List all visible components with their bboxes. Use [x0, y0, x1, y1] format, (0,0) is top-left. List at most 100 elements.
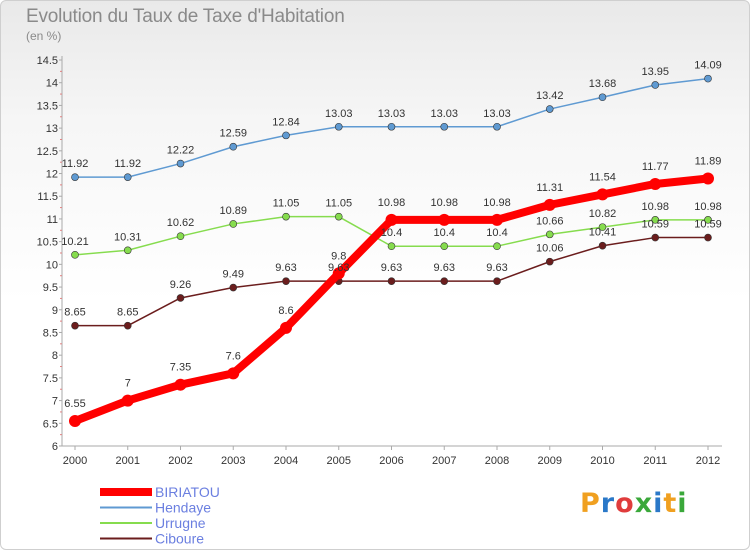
- data-point-ciboure: [598, 241, 607, 250]
- data-label-ciboure: 10.59: [641, 219, 669, 231]
- data-point-urrugne: [123, 246, 132, 255]
- data-label-urrugne: 10.98: [641, 201, 669, 213]
- data-label-biriatou: 6.55: [64, 398, 85, 410]
- y-tick-label: 12.5: [37, 146, 58, 158]
- logo-letter: r: [600, 488, 616, 519]
- data-label-biriatou: 10.98: [430, 197, 458, 209]
- data-label-urrugne: 11.05: [325, 198, 352, 210]
- data-label-ciboure: 9.63: [275, 262, 296, 274]
- y-tick-label: 12: [46, 169, 58, 181]
- data-label-urrugne: 10.4: [434, 227, 455, 239]
- data-label-ciboure: 10.41: [589, 227, 617, 239]
- chart-title: Evolution du Taux de Taxe d'Habitation: [26, 6, 345, 27]
- series-lines: [69, 74, 714, 428]
- data-point-hendaye: [387, 122, 396, 131]
- data-label-hendaye: 11.92: [62, 158, 89, 170]
- x-tick-label: 2002: [168, 455, 192, 467]
- data-point-biriatou: [702, 172, 714, 185]
- data-point-hendaye: [440, 122, 449, 131]
- data-point-biriatou: [69, 415, 81, 428]
- data-label-urrugne: 10.21: [61, 236, 89, 248]
- logo-letter: i: [653, 488, 664, 519]
- data-label-biriatou: 11.54: [589, 171, 616, 183]
- data-point-hendaye: [493, 122, 501, 131]
- data-label-hendaye: 13.03: [483, 108, 511, 120]
- data-label-ciboure: 10.06: [536, 243, 564, 255]
- data-label-ciboure: 8.65: [117, 307, 138, 319]
- data-label-urrugne: 10.82: [589, 208, 617, 220]
- data-point-ciboure: [282, 277, 290, 285]
- data-point-biriatou: [385, 213, 398, 226]
- chart-subtitle: (en %): [26, 29, 62, 43]
- data-label-ciboure: 9.26: [170, 279, 191, 291]
- data-label-biriatou: 9.8: [331, 250, 346, 262]
- data-point-ciboure: [704, 233, 712, 242]
- x-tick-label: 2001: [116, 455, 140, 467]
- y-tick-label: 10: [46, 259, 58, 271]
- data-point-hendaye: [176, 159, 185, 168]
- data-label-biriatou: 11.77: [642, 161, 669, 173]
- logo-letter: x: [634, 488, 654, 519]
- y-tick-label: 10.5: [37, 237, 58, 249]
- data-point-urrugne: [651, 216, 660, 224]
- y-tick-label: 6: [52, 441, 58, 453]
- data-label-hendaye: 11.92: [114, 158, 141, 170]
- y-tick-label: 13: [46, 123, 58, 135]
- data-point-biriatou: [491, 213, 503, 226]
- data-label-hendaye: 13.03: [430, 108, 458, 120]
- data-point-ciboure: [493, 277, 501, 285]
- data-label-biriatou: 11.89: [695, 156, 722, 168]
- data-label-hendaye: 12.84: [272, 116, 300, 128]
- x-tick-label: 2012: [696, 455, 720, 467]
- data-label-ciboure: 9.63: [328, 262, 349, 274]
- data-point-urrugne: [493, 242, 501, 250]
- data-point-ciboure: [387, 277, 396, 285]
- legend-label-ciboure: Ciboure: [155, 531, 204, 547]
- x-tick-label: 2000: [63, 455, 87, 467]
- data-label-urrugne: 10.89: [219, 205, 247, 217]
- data-label-biriatou: 10.98: [378, 197, 406, 209]
- data-point-ciboure: [71, 321, 79, 330]
- data-point-hendaye: [598, 93, 607, 102]
- data-point-hendaye: [651, 81, 660, 89]
- legend-label-biriatou: BIRIATOU: [155, 484, 220, 500]
- data-point-biriatou: [596, 188, 609, 201]
- data-point-biriatou: [121, 394, 134, 407]
- data-label-urrugne: 10.31: [114, 231, 142, 243]
- x-tick-label: 2011: [643, 455, 667, 467]
- data-label-hendaye: 13.03: [325, 108, 353, 120]
- logo-letter: t: [663, 488, 678, 519]
- x-tick-label: 2005: [327, 455, 351, 467]
- data-point-urrugne: [71, 251, 79, 259]
- data-label-urrugne: 10.62: [167, 217, 195, 229]
- data-label-hendaye: 13.95: [641, 66, 669, 78]
- y-tick-label: 7.5: [43, 373, 58, 385]
- data-point-ciboure: [229, 283, 238, 292]
- data-point-ciboure: [440, 277, 449, 285]
- data-point-hendaye: [123, 173, 132, 181]
- data-point-hendaye: [334, 122, 343, 131]
- data-point-hendaye: [229, 142, 238, 151]
- x-tick-label: 2009: [538, 455, 562, 467]
- data-label-hendaye: 14.09: [694, 60, 722, 72]
- data-label-biriatou: 7: [125, 378, 131, 390]
- x-tick-label: 2006: [379, 455, 403, 467]
- y-tick-label: 9.5: [43, 282, 58, 294]
- proxiti-logo: Proxiti: [580, 488, 688, 519]
- data-label-urrugne: 11.05: [273, 198, 300, 210]
- data-label-biriatou: 8.6: [278, 305, 293, 317]
- data-label-hendaye: 12.22: [167, 145, 195, 157]
- data-point-hendaye: [545, 105, 554, 113]
- data-point-biriatou: [438, 213, 451, 226]
- x-tick-label: 2008: [485, 455, 509, 467]
- y-tick-label: 13.5: [37, 100, 58, 112]
- y-tick-label: 11: [47, 214, 58, 226]
- data-point-urrugne: [545, 230, 554, 239]
- data-point-urrugne: [387, 242, 396, 250]
- data-label-urrugne: 10.98: [694, 201, 722, 213]
- data-label-urrugne: 10.4: [381, 227, 402, 239]
- x-tick-label: 2007: [432, 455, 456, 467]
- data-point-urrugne: [334, 212, 343, 221]
- data-label-urrugne: 10.66: [536, 215, 564, 227]
